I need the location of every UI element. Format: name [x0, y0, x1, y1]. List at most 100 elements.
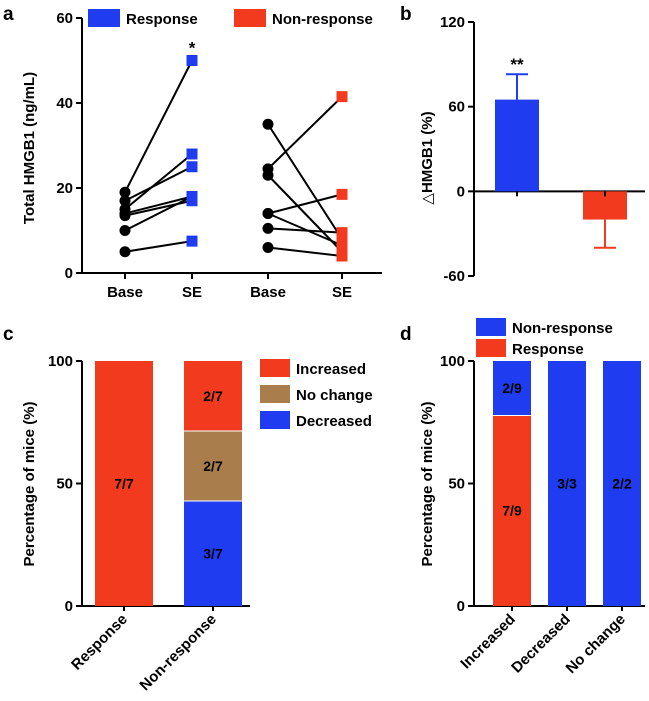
- panel-d-bar-segment: [493, 361, 531, 416]
- panel-a-significance: *: [189, 39, 196, 58]
- panel-d-y-tick-label: 0: [457, 598, 465, 615]
- panel-a-y-axis-label: Total HMGB1 (ng/mL): [21, 72, 38, 224]
- panel-a-pair-line: [267, 193, 343, 215]
- panel-b-y-tick-label: 60: [448, 99, 465, 116]
- panel-a-base-point: [119, 186, 131, 198]
- panel-a-legend-label: Non-response: [272, 11, 373, 28]
- panel-c-label: c: [3, 324, 14, 345]
- panel-c-bar-segment: [184, 361, 242, 431]
- panel-d-segment-label: 2/2: [612, 476, 632, 492]
- panel-a-pair-line: [267, 95, 343, 170]
- panel-a-base-point: [119, 195, 131, 207]
- panel-a-legend-swatch: [234, 9, 266, 27]
- panel-a-pair-line: [267, 212, 343, 247]
- panel-a-se-point: [336, 250, 348, 262]
- panel-d-segment-label: 2/9: [502, 380, 522, 396]
- panel-a-pair-line: [124, 60, 193, 193]
- panel-c-x-tick-label: Non-response: [136, 611, 219, 694]
- panel-a-base-point: [119, 210, 131, 222]
- panel-a-se-point: [186, 235, 198, 247]
- panel-d-y-tick-label: 50: [448, 476, 465, 493]
- panel-c-legend-swatch: [260, 385, 290, 403]
- panel-b-bar: [495, 99, 539, 192]
- panel-b-y-axis-label: △HMGB1 (%): [419, 111, 436, 204]
- panel-a-pair-line: [267, 227, 343, 234]
- panel-a-se-point: [186, 55, 198, 66]
- panel-c-y-axis-label: Percentage of mice (%): [21, 401, 38, 566]
- panel-a-base-point: [262, 169, 274, 181]
- panel-c-y-tick-label: 100: [48, 353, 73, 370]
- panel-a-se-point: [336, 188, 348, 200]
- panel-a-x-tick-label: SE: [332, 284, 352, 301]
- panel-a-y-tick-label: 0: [65, 265, 73, 282]
- panel-a-y-tick-label: 60: [56, 10, 73, 27]
- panel-d-label: d: [400, 324, 412, 345]
- panel-d-y-tick-label: 100: [440, 353, 465, 370]
- panel-c-bar-segment: [95, 361, 153, 606]
- panel-d-bar-segment: [548, 361, 586, 606]
- panel-a-base-point: [262, 242, 274, 253]
- panel-d-legend-label: Non-response: [512, 320, 613, 337]
- panel-d-bar-segment: [493, 415, 531, 606]
- panel-c-legend-label: Decreased: [296, 413, 372, 430]
- panel-b-y-tick-label: 120: [440, 14, 465, 31]
- panel-d-y-axis-label: Percentage of mice (%): [419, 401, 436, 566]
- panel-a-base-point: [262, 222, 274, 234]
- panel-a-pair-line: [124, 153, 193, 211]
- panel-d-segment-label: 3/3: [557, 476, 577, 492]
- panel-c-legend-label: No change: [296, 387, 373, 404]
- panel-c-segment-label: 2/7: [203, 458, 223, 474]
- panel-c-x-tick-label: Response: [68, 611, 131, 674]
- panel-c-legend-label: Increased: [296, 361, 366, 378]
- panel-c-y-tick-label: 50: [56, 476, 73, 493]
- panel-c-bar-segment: [184, 500, 242, 606]
- panel-b-label: b: [400, 4, 412, 25]
- panel-d: d Percentage of mice (%) 0501007/92/9Inc…: [400, 318, 645, 677]
- panel-a-se-point: [336, 233, 348, 245]
- panel-a-base-point: [119, 225, 131, 236]
- panel-a-legend-label: Response: [126, 11, 198, 28]
- panel-d-legend-label: Response: [512, 341, 584, 358]
- panel-a-pair-line: [124, 195, 193, 232]
- panel-a-base-point: [262, 208, 274, 219]
- panel-b: b △HMGB1 (%) -60 0 60 120 **: [400, 4, 645, 285]
- panel-c-segment-label: 3/7: [203, 545, 223, 561]
- panel-c-bar-segment: [184, 430, 242, 501]
- panel-c-y-tick-label: 0: [65, 598, 73, 615]
- panel-c-legend-swatch: [260, 411, 290, 429]
- panel-a-pair-line: [267, 246, 343, 257]
- panel-a-label: a: [3, 4, 14, 25]
- panel-a-pair-line: [124, 195, 193, 215]
- panel-a-se-point: [186, 148, 198, 160]
- panel-a-pair-line: [124, 240, 193, 253]
- panel-a-se-point: [186, 191, 198, 202]
- panel-a-base-point: [262, 118, 274, 130]
- panel-a-x-tick-label: SE: [182, 284, 202, 301]
- panel-a-y-tick-label: 20: [56, 180, 73, 197]
- panel-c-legend-swatch: [260, 359, 290, 377]
- panel-a-se-point: [336, 227, 348, 239]
- panel-a-x-tick-label: Base: [107, 284, 143, 301]
- panel-c-segment-label: 7/7: [114, 476, 134, 492]
- panel-b-y-tick-label: -60: [443, 268, 465, 285]
- panel-a: a Total HMGB1 (ng/mL) 0 20 40 60 Base SE Base S…: [3, 4, 382, 301]
- panel-d-bar-segment: [603, 361, 641, 606]
- panel-a-se-point: [336, 239, 348, 251]
- panel-b-y-tick-label: 0: [457, 183, 465, 200]
- panel-c-segment-label: 2/7: [203, 388, 223, 404]
- panel-d-x-tick-label: No change: [563, 611, 629, 677]
- panel-b-significance: **: [510, 55, 524, 74]
- panel-a-base-point: [119, 246, 131, 258]
- panel-a-pair-line: [124, 165, 193, 202]
- panel-d-legend-swatch: [476, 339, 506, 357]
- panel-d-segment-label: 7/9: [502, 503, 522, 519]
- panel-d-legend-swatch: [476, 318, 506, 336]
- panel-c: c Percentage of mice (%) 0 50 100 7/7 Respon…: [3, 324, 373, 694]
- panel-a-x-tick-label: Base: [250, 284, 286, 301]
- panel-a-y-tick-label: 40: [56, 95, 73, 112]
- panel-a-pair-line: [267, 123, 343, 240]
- panel-a-legend-swatch: [88, 9, 120, 27]
- panel-a-se-point: [336, 91, 348, 103]
- panel-a-se-point: [186, 161, 198, 173]
